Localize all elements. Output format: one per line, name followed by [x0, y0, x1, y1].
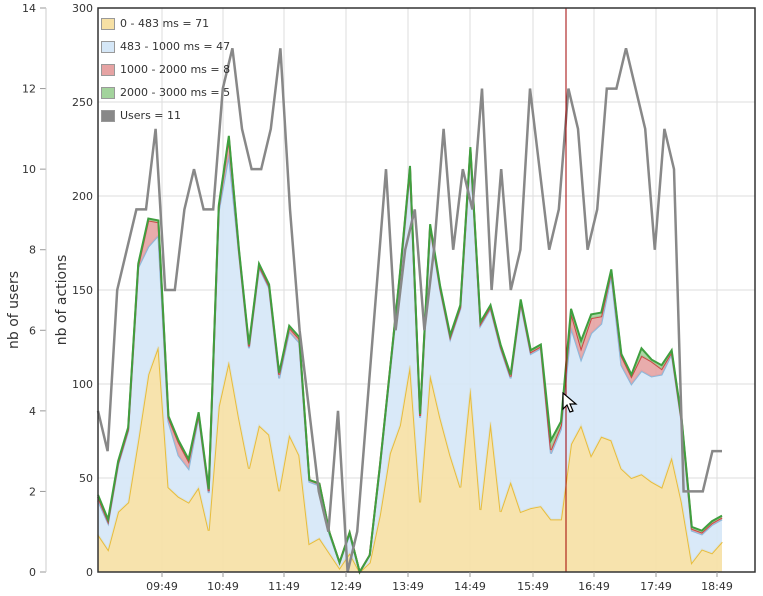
- legend-swatch-1: [101, 40, 115, 53]
- legend: 0 - 483 ms = 71 483 - 1000 ms = 47 1000 - …: [101, 12, 230, 127]
- legend-label-2: 1000 - 2000 ms = 8: [120, 63, 231, 76]
- left-axis-ticks: 0 2 4 6 8 10 12 14: [22, 2, 47, 579]
- x-tick-label-6: 15:49: [517, 580, 549, 593]
- right-tick-label-1: 50: [79, 472, 93, 485]
- x-tick-label-3: 12:49: [330, 580, 362, 593]
- legend-item-3[interactable]: 2000 - 3000 ms = 5: [101, 81, 230, 104]
- mouse-cursor-icon: [562, 392, 578, 413]
- left-tick-label-7: 14: [22, 2, 36, 15]
- left-tick-label-4: 8: [29, 244, 36, 257]
- legend-item-4[interactable]: Users = 11: [101, 104, 230, 127]
- x-tick-label-5: 14:49: [454, 580, 486, 593]
- legend-item-1[interactable]: 483 - 1000 ms = 47: [101, 35, 230, 58]
- left-tick-label-1: 2: [29, 485, 36, 498]
- x-tick-label-0: 09:49: [146, 580, 178, 593]
- legend-swatch-3: [101, 86, 115, 99]
- right-tick-label-3: 150: [72, 284, 93, 297]
- left-tick-label-3: 6: [29, 324, 36, 337]
- x-tick-label-9: 18:49: [701, 580, 733, 593]
- legend-item-2[interactable]: 1000 - 2000 ms = 8: [101, 58, 230, 81]
- legend-swatch-0: [101, 17, 115, 30]
- right-tick-label-5: 250: [72, 96, 93, 109]
- right-tick-label-6: 300: [72, 2, 93, 15]
- left-tick-label-5: 10: [22, 163, 36, 176]
- legend-label-4: Users = 11: [120, 109, 182, 122]
- legend-swatch-4: [101, 109, 115, 122]
- right-axis-label: nb of actions: [54, 255, 70, 346]
- legend-label-0: 0 - 483 ms = 71: [120, 17, 210, 30]
- x-tick-label-8: 17:49: [640, 580, 672, 593]
- users-series-line: [96, 47, 722, 573]
- right-tick-label-2: 100: [72, 378, 93, 391]
- left-tick-label-2: 4: [29, 405, 36, 418]
- x-tick-label-4: 13:49: [392, 580, 424, 593]
- legend-label-3: 2000 - 3000 ms = 5: [120, 86, 231, 99]
- series-line-3: [97, 135, 723, 575]
- right-tick-label-0: 0: [86, 566, 93, 579]
- x-tick-label-1: 10:49: [207, 580, 239, 593]
- right-tick-label-4: 200: [72, 190, 93, 203]
- users-line: [96, 47, 722, 573]
- plot-frame: [97, 7, 756, 573]
- x-tick-label-2: 11:49: [268, 580, 300, 593]
- legend-label-1: 483 - 1000 ms = 47: [120, 40, 231, 53]
- left-tick-label-6: 12: [22, 83, 36, 96]
- x-axis-ticks: 09:49 10:49 11:49 12:49 13:49 14:49 15:49 16:49…: [146, 572, 733, 593]
- legend-item-0[interactable]: 0 - 483 ms = 71: [101, 12, 230, 35]
- legend-swatch-2: [101, 63, 115, 76]
- x-tick-label-7: 16:49: [578, 580, 610, 593]
- left-axis-label: nb of users: [6, 271, 22, 349]
- right-axis-ticks: 0 50 100 150 200 250 300: [72, 2, 93, 579]
- left-tick-label-0: 0: [29, 566, 36, 579]
